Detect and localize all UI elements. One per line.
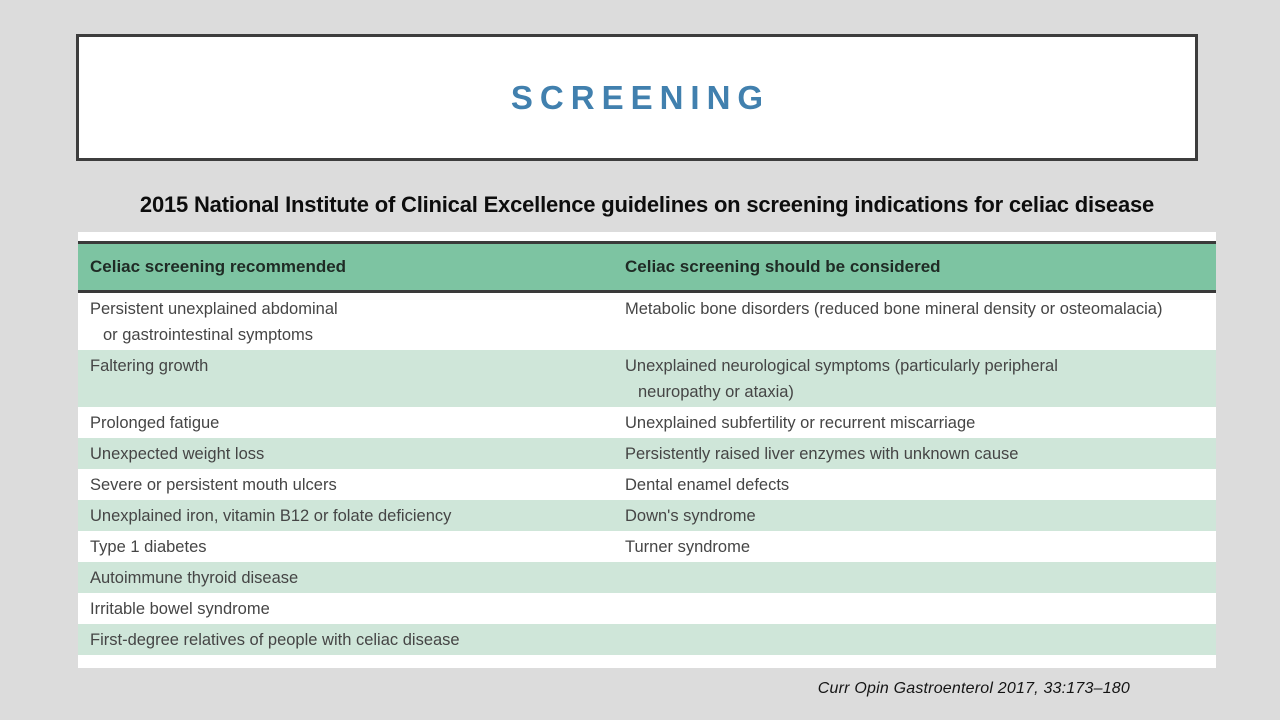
table-row: Faltering growth Unexplained neurologica…	[78, 350, 1216, 407]
table-cell: First-degree relatives of people with ce…	[90, 631, 460, 649]
table-header-row: Celiac screening recommended Celiac scre…	[78, 244, 1216, 290]
table-row: Autoimmune thyroid disease	[78, 562, 1216, 593]
table-top-rule	[78, 241, 1216, 244]
table-row: Severe or persistent mouth ulcers Dental…	[78, 469, 1216, 500]
table-cell: Turner syndrome	[625, 538, 751, 556]
table-header-bottom-rule	[78, 290, 1216, 293]
table-cell: Unexplained iron, vitamin B12 or folate …	[90, 507, 452, 525]
table-header-considered: Celiac screening should be considered	[625, 257, 941, 276]
table-cell: Severe or persistent mouth ulcers	[90, 476, 337, 494]
table-cell: Persistent unexplained abdominal or gast…	[90, 300, 338, 344]
table-cell: Faltering growth	[90, 357, 209, 375]
table-cell: Unexplained subfertility or recurrent mi…	[625, 414, 976, 432]
table-cell: Down's syndrome	[625, 507, 756, 525]
slide-title-box: SCREENING	[76, 34, 1198, 161]
table-cell: Unexplained neurological symptoms (parti…	[625, 357, 1058, 401]
table-row: Prolonged fatigue Unexplained subfertili…	[78, 407, 1216, 438]
table-cell	[613, 624, 1216, 655]
journal-citation: Curr Opin Gastroenterol 2017, 33:173–180	[817, 680, 1130, 697]
table-header-recommended: Celiac screening recommended	[90, 257, 347, 276]
table-cell	[613, 562, 1216, 593]
table-cell: Autoimmune thyroid disease	[90, 569, 299, 587]
slide-title: SCREENING	[510, 78, 771, 116]
table-row: Unexpected weight loss Persistently rais…	[78, 438, 1216, 469]
table-row: Unexplained iron, vitamin B12 or folate …	[78, 500, 1216, 531]
table-cell: Type 1 diabetes	[90, 538, 207, 556]
table-row: Irritable bowel syndrome	[78, 593, 1216, 624]
table-cell: Dental enamel defects	[625, 476, 790, 494]
table-row: Type 1 diabetes Turner syndrome	[78, 531, 1216, 562]
screening-guidelines-table: Celiac screening recommended Celiac scre…	[78, 232, 1216, 668]
table-row: First-degree relatives of people with ce…	[78, 624, 1216, 655]
table-cell: Irritable bowel syndrome	[90, 600, 270, 618]
table-cell	[613, 593, 1216, 624]
table-cell: Unexpected weight loss	[90, 445, 265, 463]
table-cell: Metabolic bone disorders (reduced bone m…	[625, 300, 1163, 318]
table-cell: Persistently raised liver enzymes with u…	[625, 445, 1019, 463]
table-row: Persistent unexplained abdominal or gast…	[78, 293, 1216, 350]
table-cell: Prolonged fatigue	[90, 414, 220, 432]
slide-subtitle: 2015 National Institute of Clinical Exce…	[139, 192, 1155, 217]
